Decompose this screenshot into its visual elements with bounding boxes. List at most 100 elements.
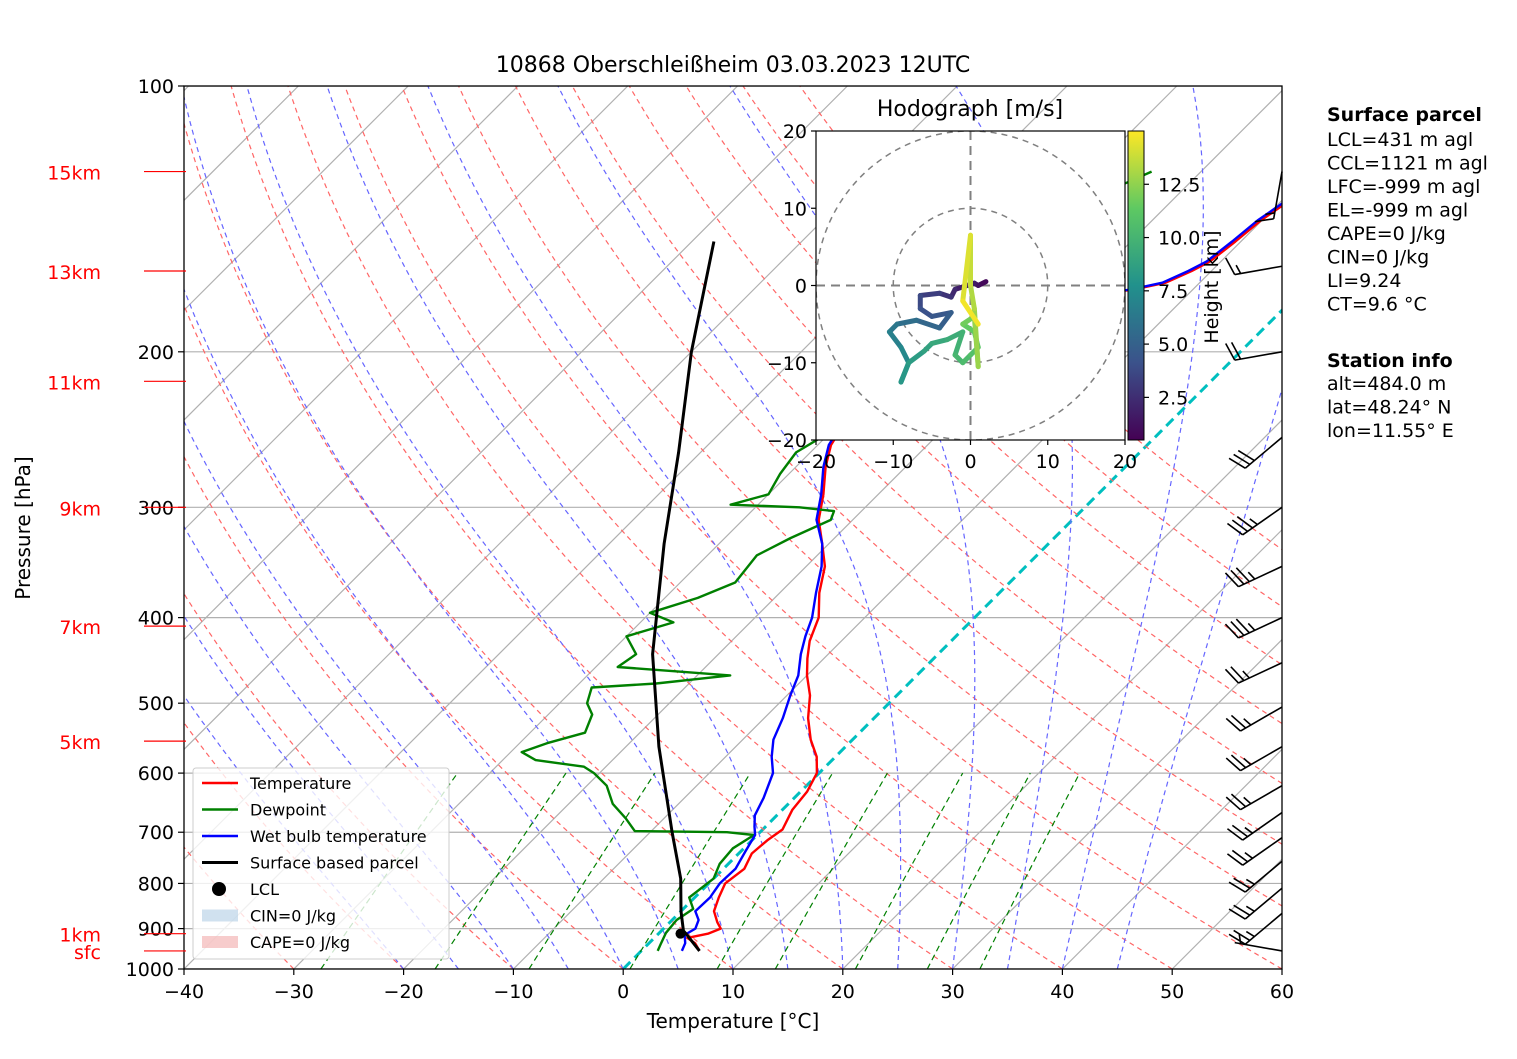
x-tick-label: −20 [384,981,424,1003]
y-tick-label: 300 [138,497,174,519]
height-marker-label: sfc [74,942,101,964]
dry-adiabat [628,86,1282,725]
legend-label: CIN=0 J/kg [250,907,336,926]
wind-barb [1224,342,1283,361]
hodograph-trace-segment [894,317,919,327]
surface-parcel-line: CAPE=0 J/kg [1327,223,1446,245]
height-marker-label: 5km [59,732,101,754]
wind-barb [1225,784,1283,811]
x-tick-label: 20 [831,981,855,1003]
hodograph-trace-segment [968,283,977,312]
mixing-ratio-line [979,772,1081,969]
x-tick-label: 40 [1050,981,1074,1003]
y-tick-label: 400 [138,608,174,630]
surface-parcel-heading: Surface parcel [1327,104,1482,126]
legend-label: LCL [250,880,279,899]
legend-label: Dewpoint [250,801,326,820]
isotherm-gridline [842,528,1282,969]
wind-barb [1228,887,1283,920]
isotherm-gridline [184,86,848,751]
mixing-ratio-line [716,772,834,969]
x-axis-label: Temperature [°C] [646,1009,820,1033]
isotherm-gridline [732,419,1282,969]
wind-barb [1228,436,1283,469]
hodograph-trace-segment [937,310,954,331]
mixing-ratio-line [434,772,567,969]
hodograph-trace-segment [886,329,904,350]
isotherm-gridline [1061,748,1282,969]
isotherm-gridline [184,86,629,531]
surface-parcel-line: CT=9.6 °C [1327,294,1427,316]
legend-swatch [212,882,226,896]
y-tick-label: 800 [138,873,174,895]
colorbar [1127,130,1145,441]
hodograph-trace-segment [906,348,927,366]
hodograph-trace-segment [898,360,912,385]
y-tick-label: 700 [138,822,174,844]
legend-box [192,767,450,960]
y-axis-label: Pressure [hPa] [11,456,35,599]
legend-label: Surface based parcel [250,854,419,873]
hodograph-y-tick-label: 10 [783,198,807,220]
wind-barb [1224,616,1283,639]
isotherm-gridline [184,86,739,641]
colorbar-tick-label: 5.0 [1158,334,1188,356]
y-tick-label: 900 [138,919,174,941]
wind-barb [1224,257,1283,276]
hodograph-x-tick-label: 20 [1113,451,1137,473]
y-tick-label: 100 [138,76,174,98]
isotherm-gridline [184,86,409,312]
x-tick-label: 10 [721,981,745,1003]
isotherm-gridline [512,199,1282,969]
moist-adiabat [184,419,569,969]
lcl-marker [675,928,686,939]
colorbar-tick-label: 7.5 [1158,281,1188,303]
hodograph-x-tick-label: 0 [964,451,976,473]
dry-adiabat [344,86,1173,969]
wind-barb [1226,837,1283,866]
moist-adiabat [955,86,1073,969]
mixing-ratio-line [926,772,1031,969]
isotherm-gridline [952,638,1282,969]
x-tick-label: 30 [941,981,965,1003]
colorbar-label: Height [km] [1201,230,1223,343]
y-tick-label: 200 [138,342,174,364]
wind-barb [1228,912,1283,945]
mixing-ratio-line [854,772,964,969]
surface-parcel-line: LCL=431 m agl [1327,129,1473,151]
legend-label: Wet bulb temperature [250,827,427,846]
x-tick-label: 50 [1160,981,1184,1003]
surface-parcel-line: LFC=-999 m agl [1327,176,1480,198]
hodograph-trace-segment [898,344,912,366]
height-marker-label: 15km [47,163,101,185]
wind-barb [1254,171,1283,223]
hodograph-trace-segment [917,290,943,299]
hodograph-trace-segment [952,329,966,358]
moist-adiabat [427,86,844,969]
legend-label: CAPE=0 J/kg [250,933,350,952]
x-tick-label: 0 [617,981,629,1003]
hodograph-x-tick-label: −20 [796,451,836,473]
station-info-line: lat=48.24° N [1327,397,1451,419]
wind-barb [1228,860,1283,893]
dry-adiabat [458,86,1282,907]
wind-barbs [1224,171,1283,952]
wind-barb [1224,662,1283,684]
surface-parcel-line: CIN=0 J/kg [1327,247,1429,269]
x-tick-label: −30 [274,981,314,1003]
height-marker-label: 1km [59,925,101,947]
wind-barb [1226,506,1283,536]
legend-swatch [202,909,238,922]
dry-adiabat [571,86,1282,785]
height-marker-label: 7km [59,617,101,639]
x-axis-ticks: −40 −30 −20 −10 0 10 20 30 40 50 60 [164,969,1294,1003]
x-tick-label: −40 [164,981,204,1003]
dry-adiabat [184,455,624,969]
moist-adiabat [184,94,679,969]
legend-label: Temperature [249,774,351,793]
hodograph-x-tick-label: −10 [873,451,913,473]
